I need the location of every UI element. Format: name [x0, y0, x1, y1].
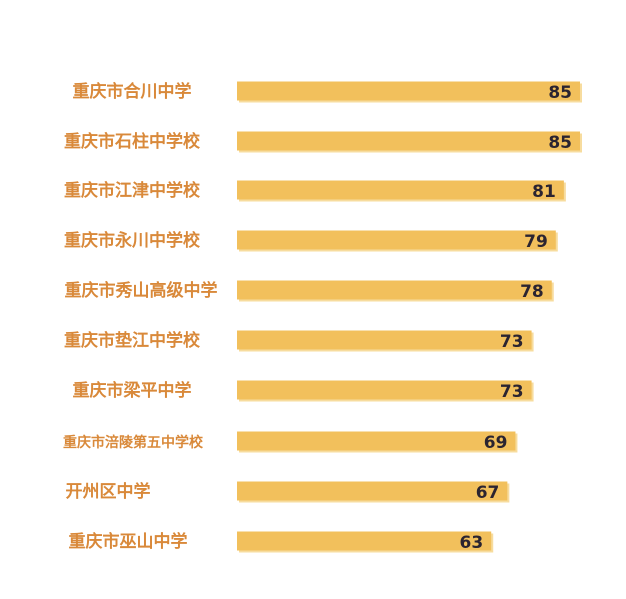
value-label: 81 [532, 182, 556, 202]
bar [237, 431, 516, 451]
bar [237, 330, 532, 350]
value-labels: 85 85 81 79 78 73 73 69 67 63 [460, 83, 572, 553]
category-label: 重庆市垫江中学校 [64, 330, 201, 351]
bars-layer [237, 81, 582, 553]
category-label: 重庆市江津中学校 [64, 180, 201, 201]
value-label: 63 [460, 533, 484, 553]
bar [237, 81, 580, 101]
value-label: 73 [500, 382, 524, 402]
value-label: 78 [520, 282, 544, 302]
category-label: 重庆市秀山高级中学 [65, 280, 218, 301]
category-labels: 重庆市合川中学重庆市石柱中学校重庆市江津中学校重庆市永川中学校重庆市秀山高级中学… [63, 81, 218, 552]
value-label: 85 [548, 133, 572, 153]
value-label: 79 [524, 232, 548, 252]
value-label: 85 [548, 83, 572, 103]
category-label: 重庆市巫山中学 [69, 531, 188, 552]
category-label: 重庆市梁平中学 [73, 380, 192, 401]
value-label: 69 [484, 433, 508, 453]
category-label: 重庆市永川中学校 [64, 230, 201, 251]
category-label: 重庆市涪陵第五中学校 [63, 434, 204, 451]
bar [237, 131, 580, 151]
category-label: 重庆市合川中学 [73, 81, 192, 102]
value-label: 73 [500, 332, 524, 352]
bar [237, 531, 492, 551]
bar [237, 280, 552, 300]
value-label: 67 [476, 483, 500, 503]
bar [237, 180, 564, 200]
bar [237, 481, 508, 501]
category-label: 重庆市石柱中学校 [64, 131, 201, 152]
category-label: 开州区中学 [66, 481, 151, 502]
bar [237, 380, 532, 400]
bar [237, 230, 556, 250]
